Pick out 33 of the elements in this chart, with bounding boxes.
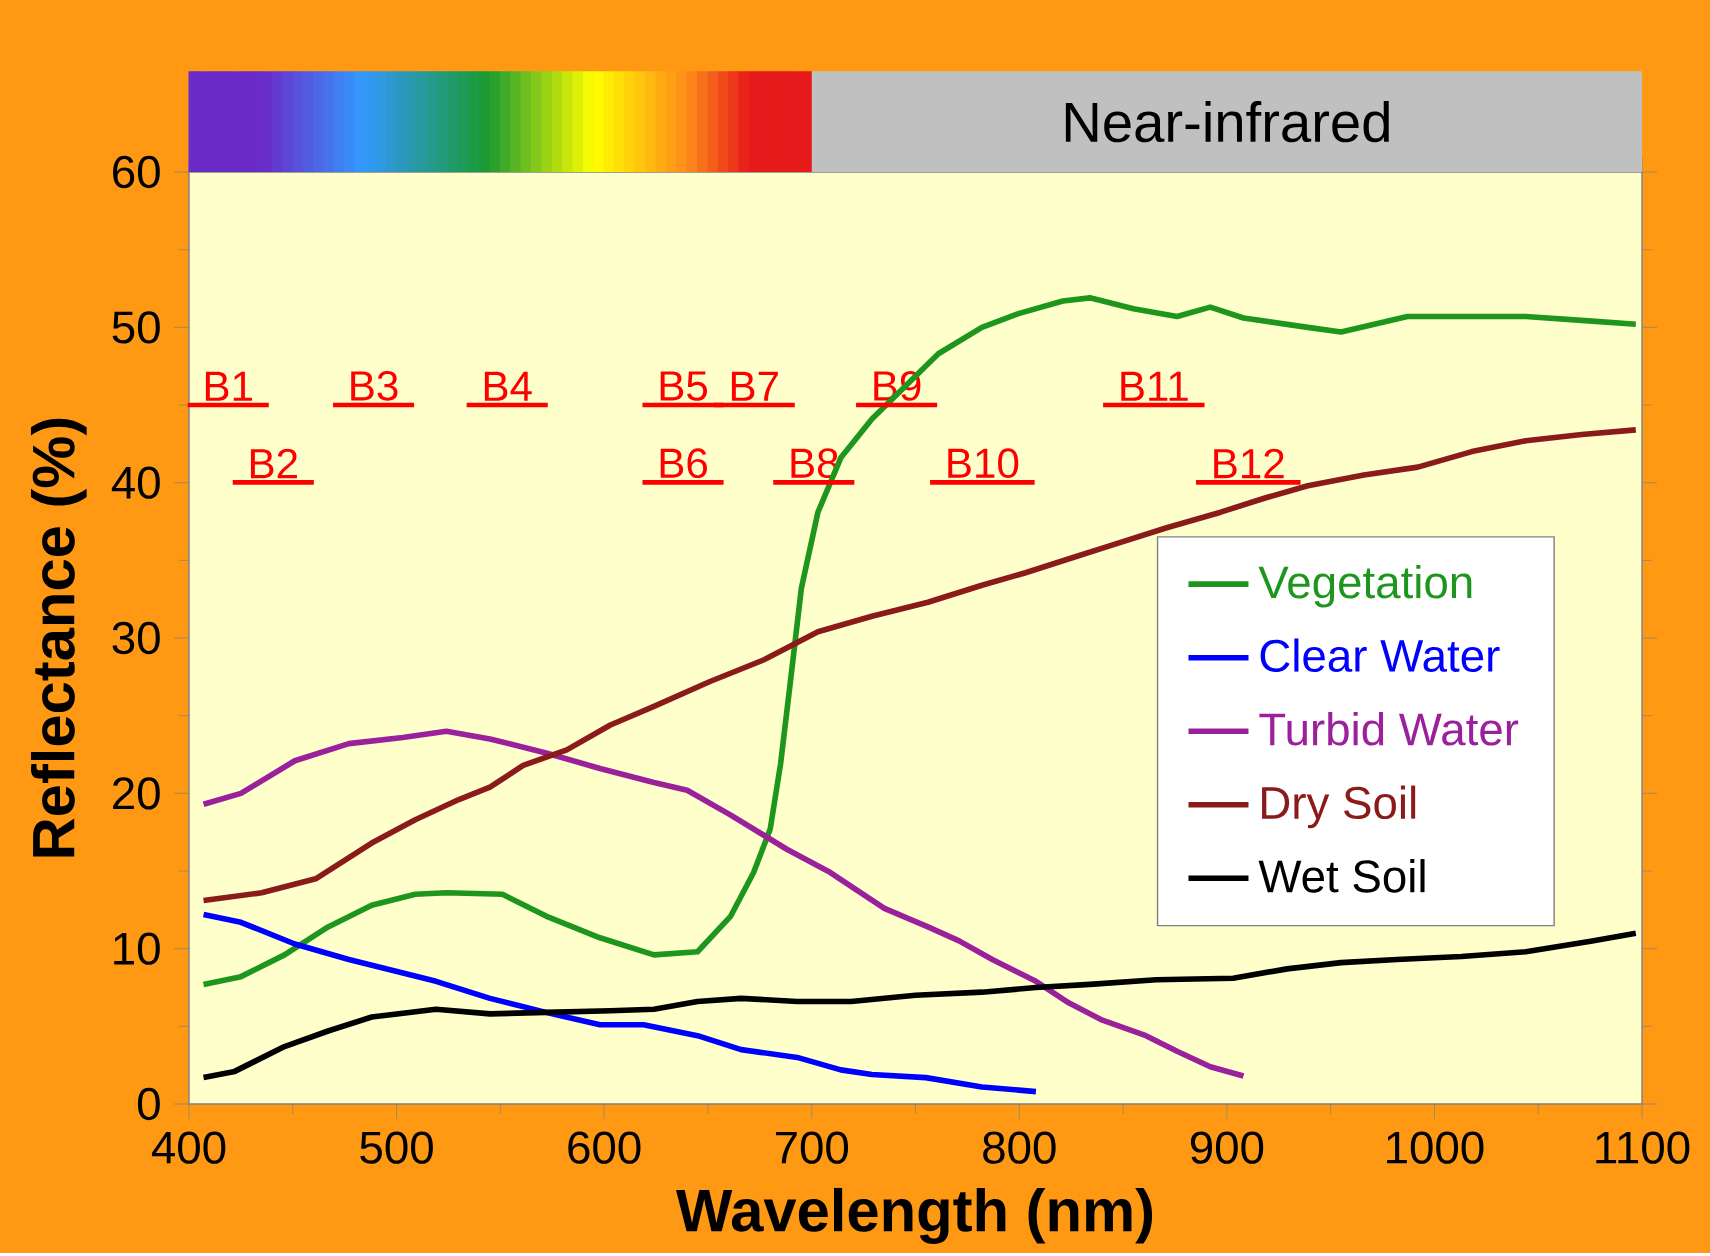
x-tick-label: 900 — [1190, 1131, 1264, 1164]
x-tick-label: 600 — [568, 1131, 641, 1164]
x-tick-label: 500 — [360, 1131, 433, 1164]
x-tick-label: 1100 — [1596, 1131, 1690, 1164]
annotation: B11 — [1121, 372, 1188, 401]
y-tick-label: 0 — [137, 1088, 160, 1121]
y-tick-label: 10 — [114, 932, 160, 966]
legend-label: Vegetation — [1258, 565, 1472, 608]
annotation: B3 — [351, 371, 398, 401]
y-tick-label: 50 — [112, 311, 160, 344]
legend-label: Clear Water — [1260, 638, 1500, 673]
x-tick-label: 1000 — [1387, 1131, 1484, 1164]
text: Near-infrared — [1065, 101, 1389, 143]
x-tick-label: 400 — [151, 1131, 226, 1164]
annotation: B4 — [484, 372, 532, 401]
y-tick-label: 40 — [111, 466, 160, 500]
y-axis-title: Reflectance (%) — [30, 418, 87, 857]
annotation: B6 — [660, 448, 707, 479]
y-tick-label: 20 — [113, 777, 160, 810]
annotation: B7 — [731, 372, 778, 401]
annotation: B5 — [660, 371, 708, 401]
legend-label: Dry Soil — [1262, 785, 1416, 829]
y-tick-label: 30 — [112, 622, 160, 655]
annotation: B2 — [250, 448, 297, 479]
legend-label: Turbid Water — [1259, 712, 1519, 746]
y-tick-label: 60 — [113, 156, 160, 189]
annotation: B1 — [205, 372, 252, 401]
annotation: B12 — [1214, 448, 1284, 479]
x-axis-title: Wavelength (nm) — [676, 1188, 1153, 1245]
legend-label: Wet Soil — [1258, 859, 1425, 893]
x-tick-label: 800 — [983, 1131, 1056, 1164]
annotation: B10 — [948, 448, 1019, 479]
x-tick-label: 700 — [775, 1131, 849, 1164]
